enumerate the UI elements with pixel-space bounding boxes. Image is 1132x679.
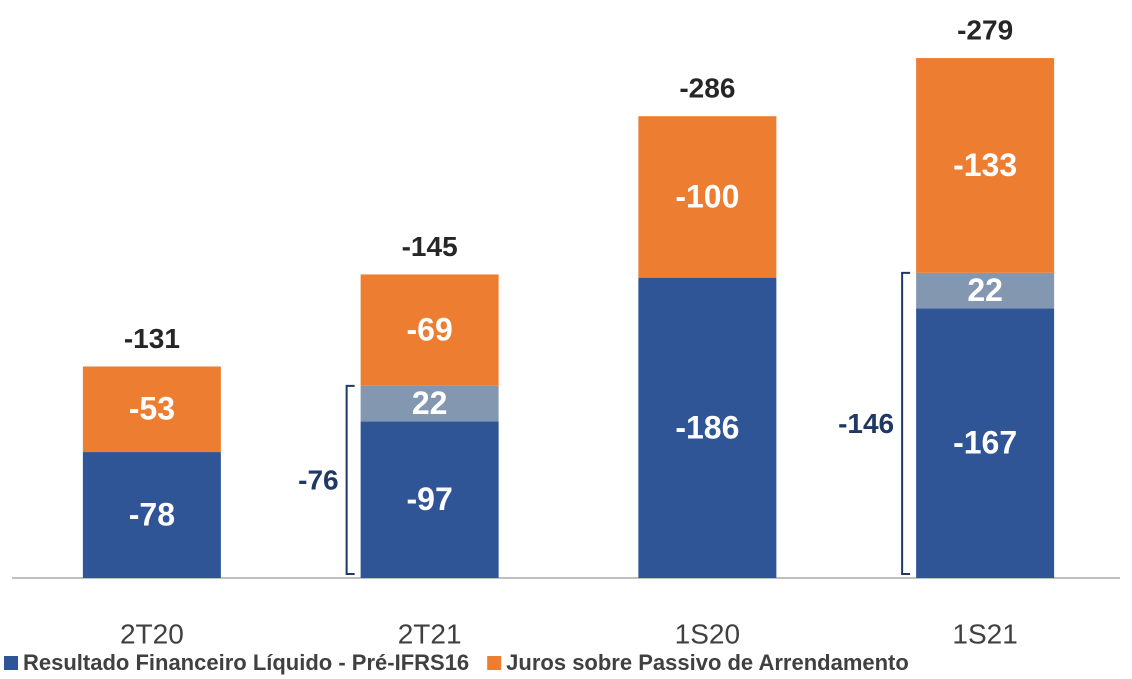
bracket-label: -146 (838, 408, 894, 439)
legend-label: Resultado Financeiro Líquido - Pré-IFRS1… (23, 650, 469, 675)
bar-segment (916, 58, 1055, 273)
bar-segment (82, 452, 221, 578)
legend-swatch (4, 656, 18, 670)
data-label: -186 (675, 409, 739, 445)
data-label: -100 (675, 178, 739, 214)
bar-segment (360, 274, 499, 386)
data-label: -53 (129, 391, 175, 427)
data-label: -69 (407, 312, 453, 348)
legend-label: Juros sobre Passivo de Arrendamento (506, 650, 909, 675)
x-tick-label: 1S21 (952, 618, 1017, 649)
bar-segment (916, 308, 1055, 578)
bracket (901, 271, 911, 575)
data-label: -97 (407, 481, 453, 517)
data-label: -78 (129, 496, 175, 532)
bar-segment (638, 277, 777, 578)
bar-segment (360, 421, 499, 578)
x-tick-label: 1S20 (675, 618, 740, 649)
data-label: -133 (953, 147, 1017, 183)
data-label: -167 (953, 425, 1017, 461)
x-tick-label: 2T21 (398, 618, 462, 649)
legend-swatch (487, 656, 502, 670)
total-label: -279 (957, 14, 1013, 45)
data-label: 22 (412, 385, 448, 421)
bar-segment (82, 366, 221, 453)
bar-segment (916, 272, 1055, 309)
total-label: -286 (679, 73, 735, 104)
data-label: 22 (967, 272, 1003, 308)
total-label: -131 (124, 323, 180, 354)
total-label: -145 (402, 231, 458, 262)
bar-segment (360, 385, 499, 422)
bracket (345, 384, 355, 575)
bar-segment (638, 116, 777, 278)
bracket-label: -76 (298, 464, 338, 495)
x-tick-label: 2T20 (120, 618, 184, 649)
